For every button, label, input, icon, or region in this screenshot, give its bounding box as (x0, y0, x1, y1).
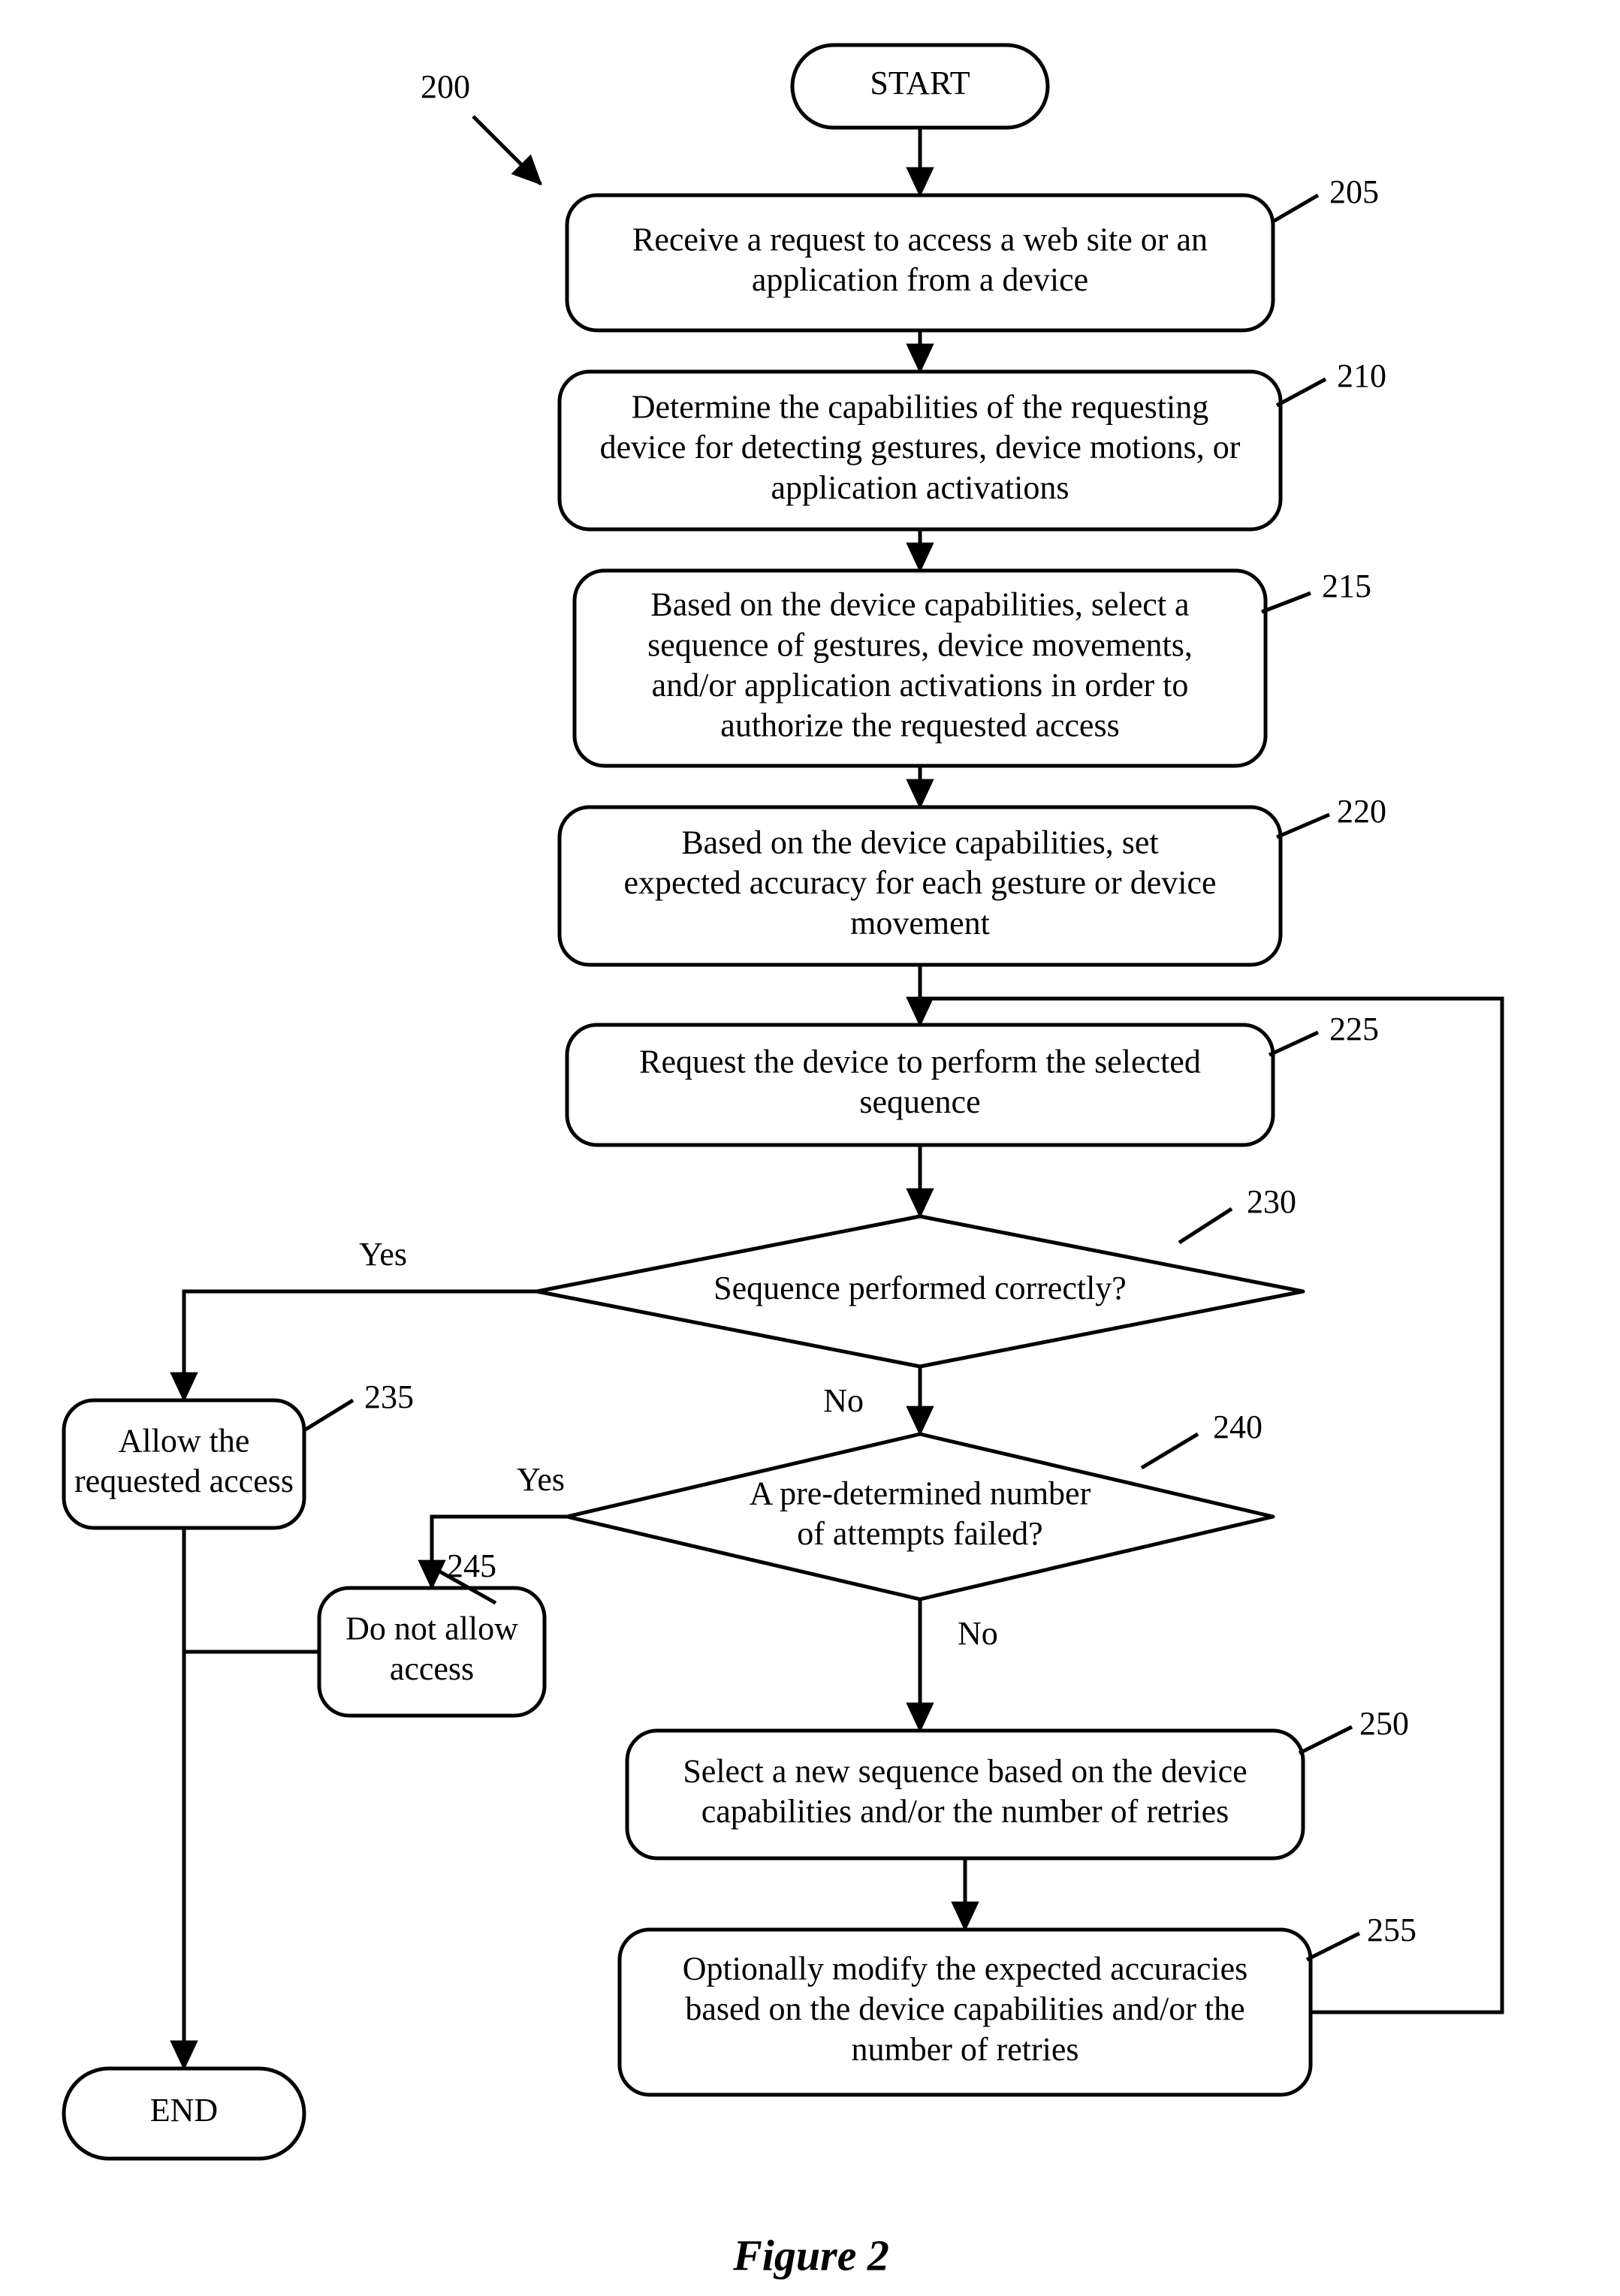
node-d240-line-1: of attempts failed? (797, 1515, 1042, 1552)
nodes-layer: START Receive a request to access a web s… (64, 45, 1311, 2159)
node-n255-line-0: Optionally modify the expected accuracie… (683, 1950, 1248, 1987)
ref-leader-n220 (1277, 815, 1329, 837)
diagram-ref-label: 200 (421, 68, 470, 105)
node-n245: Do not allowaccess (319, 1588, 545, 1716)
ref-label-n220: 220 (1337, 793, 1386, 830)
edge-label-d240-n250: No (958, 1615, 998, 1652)
figure-caption: Figure 2 (732, 2231, 889, 2279)
node-n235-line-1: requested access (74, 1463, 294, 1499)
node-n220-line-2: movement (850, 905, 990, 942)
ref-label-n205: 205 (1329, 173, 1379, 210)
node-n250-line-0: Select a new sequence based on the devic… (683, 1752, 1247, 1789)
ref-leader-n210 (1277, 379, 1326, 405)
ref-leader-n215 (1262, 593, 1311, 612)
ref-label-n225: 225 (1329, 1011, 1379, 1047)
node-n205-line-1: application from a device (752, 261, 1088, 298)
edge-label-d230-d240: No (823, 1382, 864, 1419)
edge-label-d230-n235: Yes (359, 1236, 407, 1273)
node-n235-line-0: Allow the (119, 1422, 250, 1459)
node-n215-line-1: sequence of gestures, device movements, (647, 626, 1193, 663)
ref-leader-d240 (1142, 1434, 1198, 1468)
node-n255-line-1: based on the device capabilities and/or … (685, 1990, 1244, 2027)
node-n220: Based on the device capabilities, set exp… (560, 807, 1281, 965)
ref-label-n215: 215 (1322, 568, 1371, 604)
ref-leader-n250 (1299, 1727, 1352, 1753)
ref-label-n255: 255 (1367, 1912, 1416, 1948)
node-end: END (64, 2069, 304, 2159)
node-n245-line-1: access (390, 1650, 474, 1687)
node-n225: Request the device to perform the select… (567, 1025, 1273, 1145)
node-d240-line-0: A pre-determined number (750, 1475, 1091, 1511)
node-start: START (792, 45, 1048, 128)
node-start-line-0: START (870, 65, 970, 101)
node-n210-line-2: application activations (771, 469, 1069, 506)
node-d230-line-0: Sequence performed correctly? (713, 1270, 1127, 1306)
node-n225-line-1: sequence (859, 1083, 980, 1120)
node-n250: Select a new sequence based on the devic… (627, 1731, 1303, 1858)
ref-leader-n205 (1273, 195, 1318, 221)
node-n255: Optionally modify the expected accuracie… (620, 1930, 1311, 2095)
node-n205-line-0: Receive a request to access a web site o… (632, 221, 1208, 258)
node-n245-line-0: Do not allow (345, 1610, 518, 1647)
node-end-line-0: END (150, 2092, 218, 2129)
ref-label-n235: 235 (364, 1379, 414, 1415)
node-n210: Determine the capabilities of the reques… (560, 372, 1281, 529)
node-n205: Receive a request to access a web site o… (567, 195, 1273, 330)
node-n215: Based on the device capabilities, select… (575, 571, 1266, 766)
ref-label-n210: 210 (1337, 357, 1386, 394)
ref-leader-n255 (1307, 1933, 1359, 1960)
node-n250-line-1: capabilities and/or the number of retrie… (701, 1793, 1229, 1830)
ref-label-d240: 240 (1213, 1409, 1263, 1445)
node-n235: Allow the requested access (64, 1400, 304, 1528)
diagram-ref-arrow (473, 116, 541, 184)
node-n220-line-0: Based on the device capabilities, set (681, 824, 1158, 860)
node-n210-line-0: Determine the capabilities of the reques… (632, 388, 1209, 425)
node-n255-line-2: number of retries (852, 2031, 1079, 2068)
ref-leader-d230 (1179, 1209, 1232, 1243)
ref-label-n250: 250 (1359, 1705, 1409, 1742)
node-d240: A pre-determined number of attempts faile… (567, 1434, 1273, 1599)
edge-label-d240-n245: Yes (517, 1461, 565, 1498)
node-n215-line-0: Based on the device capabilities, select… (650, 586, 1189, 623)
ref-leader-n225 (1269, 1032, 1318, 1055)
edge-d230-n235 (184, 1291, 537, 1400)
node-n215-line-2: and/or application activations in order … (652, 667, 1189, 704)
ref-leader-n235 (304, 1400, 353, 1430)
ref-label-n245: 245 (447, 1547, 496, 1584)
node-n220-line-1: expected accuracy for each gesture or de… (623, 864, 1216, 901)
node-n215-line-3: authorize the requested access (720, 707, 1119, 744)
ref-label-d230: 230 (1247, 1183, 1296, 1220)
node-n210-line-1: device for detecting gestures, device mo… (600, 429, 1241, 466)
node-n225-line-0: Request the device to perform the select… (639, 1043, 1201, 1080)
flowchart-canvas: Yes No Yes No START Receive a request to acce… (0, 0, 1620, 2296)
